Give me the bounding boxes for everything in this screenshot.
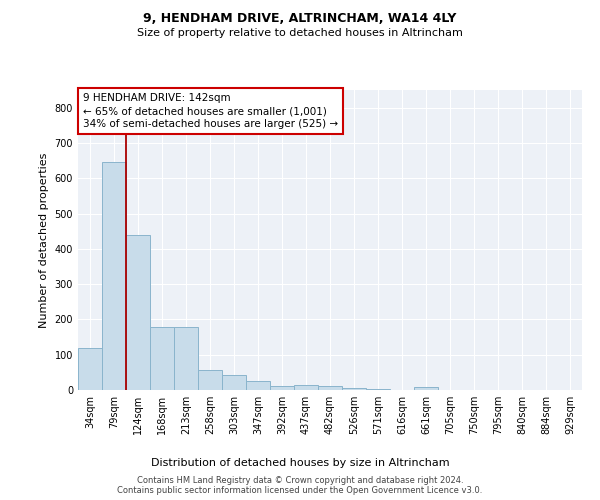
Bar [150,327,174,390]
Bar [174,327,198,390]
Bar [414,387,438,390]
Bar [246,381,270,390]
Bar [342,388,366,390]
Text: Distribution of detached houses by size in Altrincham: Distribution of detached houses by size … [151,458,449,468]
Text: 9 HENDHAM DRIVE: 142sqm
← 65% of detached houses are smaller (1,001)
34% of semi: 9 HENDHAM DRIVE: 142sqm ← 65% of detache… [83,93,338,130]
Text: Contains public sector information licensed under the Open Government Licence v3: Contains public sector information licen… [118,486,482,495]
Bar [318,386,342,390]
Y-axis label: Number of detached properties: Number of detached properties [39,152,49,328]
Text: Contains HM Land Registry data © Crown copyright and database right 2024.: Contains HM Land Registry data © Crown c… [137,476,463,485]
Bar [198,370,222,390]
Bar [270,386,294,390]
Bar [78,348,102,390]
Bar [222,375,246,390]
Bar [294,386,318,390]
Text: Size of property relative to detached houses in Altrincham: Size of property relative to detached ho… [137,28,463,38]
Bar [126,234,150,390]
Bar [366,389,390,390]
Bar [102,162,126,390]
Text: 9, HENDHAM DRIVE, ALTRINCHAM, WA14 4LY: 9, HENDHAM DRIVE, ALTRINCHAM, WA14 4LY [143,12,457,26]
